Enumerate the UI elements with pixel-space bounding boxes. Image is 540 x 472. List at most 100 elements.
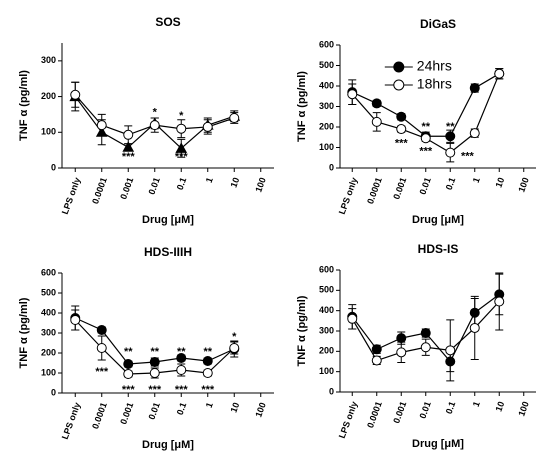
x-tick-label: LPS only (60, 401, 83, 441)
marker (70, 315, 81, 325)
marker (176, 353, 187, 363)
significance: *** (201, 384, 215, 396)
x-tick-label: 100 (253, 176, 268, 194)
panel: HDS-IS 0 100 200 300 400 500 600 LPS only 0.0001 0… (296, 242, 536, 450)
x-tick-label: LPS only (337, 400, 360, 440)
y-axis-label: TNF α (pg/ml) (18, 297, 30, 368)
x-tick-label: 10 (494, 176, 507, 189)
panel: HDS-IIIH 0 100 200 300 400 500 600 LPS only 0.000… (18, 245, 274, 451)
legend-label: 18hrs (417, 76, 452, 92)
y-axis-label: TNF α (pg/ml) (296, 71, 308, 142)
marker (396, 111, 407, 122)
marker (469, 83, 480, 94)
panel: SOS 0 100 200 300 LPS only 0.0001 0.001 0.01 0.1 1… (18, 15, 274, 226)
marker (96, 120, 107, 131)
marker (95, 126, 108, 137)
significance: *** (461, 151, 475, 163)
legend-marker (393, 61, 405, 73)
marker (420, 328, 431, 339)
marker (176, 365, 187, 375)
legend-marker (393, 79, 405, 91)
marker (96, 343, 107, 353)
significance: ** (203, 346, 212, 358)
significance: ** (177, 346, 186, 358)
significance: *** (122, 151, 136, 163)
marker (371, 116, 382, 127)
significance: ** (421, 121, 430, 133)
marker (347, 313, 358, 324)
marker (396, 333, 407, 344)
y-tick-label: 0 (51, 162, 56, 172)
x-tick-label: 0.0001 (90, 176, 109, 205)
y-tick-label: 600 (319, 264, 334, 274)
y-tick-label: 500 (319, 285, 334, 295)
x-tick-label: 0.001 (391, 176, 408, 201)
x-tick-label: LPS only (60, 176, 83, 216)
y-tick-label: 100 (41, 367, 56, 377)
y-tick-label: 0 (329, 162, 334, 172)
marker (445, 356, 456, 367)
x-tick-label: 10 (229, 401, 242, 414)
y-tick-label: 0 (51, 387, 56, 397)
significance: ** (124, 346, 133, 358)
y-tick-label: 300 (319, 325, 334, 335)
x-tick-label: LPS only (337, 176, 360, 216)
y-tick-label: 200 (41, 91, 56, 101)
significance: * (153, 107, 158, 119)
marker (469, 322, 480, 333)
marker (396, 347, 407, 358)
y-tick-label: 500 (41, 287, 56, 297)
marker (176, 123, 187, 134)
y-tick-label: 400 (319, 80, 334, 90)
marker (149, 357, 160, 367)
x-tick-label: 0.01 (146, 176, 161, 196)
marker (420, 133, 431, 144)
x-axis-label: Drug [μM] (412, 438, 464, 450)
significance: *** (122, 384, 136, 396)
x-tick-label: 10 (229, 176, 242, 189)
x-tick-label: 0.0001 (90, 401, 109, 430)
y-tick-label: 100 (319, 366, 334, 376)
marker (70, 89, 81, 100)
significance: *** (419, 146, 433, 158)
y-axis-label: TNF α (pg/ml) (18, 70, 30, 141)
x-tick-label: 100 (516, 176, 531, 194)
marker (122, 141, 135, 152)
significance: ** (150, 346, 159, 358)
marker (202, 121, 213, 132)
x-tick-label: 0.01 (146, 401, 161, 421)
y-tick-label: 600 (319, 39, 334, 49)
marker (149, 120, 160, 131)
x-tick-label: 100 (516, 400, 531, 418)
panel: DiGaS 0 100 200 300 400 500 600 LPS only 0.0001 0.… (296, 17, 536, 226)
marker (202, 368, 213, 378)
x-tick-label: 1 (204, 401, 215, 409)
marker (420, 342, 431, 353)
chart-title: DiGaS (420, 17, 456, 31)
marker (445, 131, 456, 142)
significance: *** (148, 384, 162, 396)
x-tick-label: 0.01 (417, 176, 432, 196)
x-axis-label: Drug [μM] (142, 214, 194, 226)
significance: *** (95, 366, 109, 378)
marker (494, 68, 505, 79)
marker (229, 343, 240, 353)
x-tick-label: 0.001 (118, 176, 135, 201)
y-tick-label: 400 (41, 307, 56, 317)
marker (123, 359, 134, 369)
x-tick-label: 0.0001 (365, 176, 384, 205)
x-tick-label: 0.0001 (365, 400, 384, 429)
y-tick-label: 200 (319, 121, 334, 131)
legend-label: 24hrs (417, 58, 452, 74)
marker (469, 307, 480, 318)
x-tick-label: 0.1 (175, 401, 189, 416)
y-tick-label: 500 (319, 60, 334, 70)
x-axis-label: Drug [μM] (412, 214, 464, 226)
x-tick-label: 0.1 (175, 176, 189, 191)
marker (469, 128, 480, 139)
marker (229, 113, 240, 123)
significance: *** (175, 384, 189, 396)
marker (123, 129, 134, 140)
marker (371, 344, 382, 355)
